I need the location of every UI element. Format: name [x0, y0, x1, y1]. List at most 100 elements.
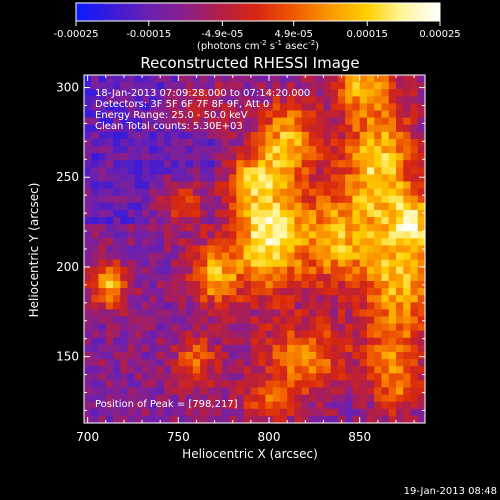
heatmap-cell [207, 295, 216, 303]
heatmap-cell [366, 131, 375, 140]
heatmap-cell [403, 337, 412, 346]
heatmap-cell [374, 408, 383, 417]
heatmap-cell [142, 202, 150, 211]
heatmap-cell [149, 330, 158, 339]
heatmap-cell [156, 288, 165, 296]
heatmap-cell [236, 103, 245, 112]
heatmap-cell [214, 82, 223, 90]
heatmap-cell [163, 380, 172, 389]
heatmap-cell [98, 351, 107, 360]
heatmap-cell [192, 124, 201, 133]
heatmap-cell [352, 401, 361, 410]
heatmap-cell [366, 295, 375, 303]
heatmap-cell [200, 138, 208, 147]
heatmap-cell [221, 124, 230, 133]
heatmap-cell [388, 245, 397, 254]
heatmap-cell [149, 408, 158, 417]
heatmap-cell [185, 273, 194, 282]
heatmap-cell [236, 238, 245, 247]
heatmap-cell [388, 415, 397, 424]
heatmap-cell [316, 124, 325, 133]
heatmap-cell [337, 160, 346, 168]
heatmap-cell [185, 174, 194, 183]
heatmap-cell [214, 89, 223, 97]
heatmap-cell [142, 75, 150, 83]
heatmap-cell [374, 280, 383, 289]
heatmap-cell [113, 280, 121, 289]
heatmap-cell [163, 209, 172, 218]
heatmap-cell [207, 217, 216, 225]
heatmap-cell [410, 408, 419, 417]
heatmap-cell [185, 224, 194, 232]
heatmap-cell [156, 373, 165, 381]
heatmap-cell [243, 238, 252, 247]
heatmap-cell [388, 89, 397, 97]
heatmap-cell [359, 302, 368, 310]
heatmap-cell [156, 96, 165, 105]
heatmap-cell [171, 295, 179, 303]
heatmap-cell [105, 259, 114, 268]
heatmap-cell [156, 401, 165, 410]
heatmap-cell [178, 252, 187, 261]
heatmap-cell [323, 174, 332, 183]
heatmap-cell [316, 117, 325, 126]
heatmap-cell [185, 202, 194, 211]
heatmap-cell [410, 238, 419, 247]
heatmap-cell [171, 259, 179, 268]
heatmap-cell [120, 394, 129, 403]
heatmap-cell [98, 103, 107, 112]
heatmap-cell [120, 309, 129, 318]
heatmap-cell [330, 188, 339, 197]
heatmap-cell [374, 138, 383, 147]
heatmap-cell [250, 138, 259, 147]
heatmap-cell [410, 359, 419, 367]
heatmap-cell [294, 209, 303, 218]
heatmap-cell [243, 124, 252, 133]
heatmap-cell [120, 323, 129, 332]
heatmap-cell [127, 181, 136, 190]
heatmap-cell [345, 138, 354, 147]
heatmap-cell [352, 146, 361, 154]
heatmap-cell [352, 110, 361, 119]
heatmap-cell [337, 330, 346, 339]
heatmap-cell [192, 103, 201, 112]
heatmap-cell [417, 174, 426, 183]
heatmap-cell [243, 245, 252, 254]
colorbar-tick-label: 4.9e-05 [274, 29, 312, 40]
heatmap-cell [98, 295, 107, 303]
heatmap-cell [417, 366, 426, 374]
heatmap-cell [178, 323, 187, 332]
heatmap-cell [98, 96, 107, 105]
heatmap-cell [301, 288, 310, 296]
heatmap-cell [142, 96, 150, 105]
heatmap-cell [214, 238, 223, 247]
heatmap-cell [221, 295, 230, 303]
heatmap-cell [134, 288, 143, 296]
heatmap-cell [192, 337, 201, 346]
heatmap-cell [192, 202, 201, 211]
heatmap-cell [337, 380, 346, 389]
heatmap-cell [84, 238, 92, 247]
heatmap-cell [185, 89, 194, 97]
heatmap-cell [345, 309, 354, 318]
heatmap-cell [272, 195, 281, 204]
heatmap-cell [163, 202, 172, 211]
heatmap-cell [192, 273, 201, 282]
heatmap-cell [308, 302, 317, 310]
heatmap-cell [374, 238, 383, 247]
heatmap-cell [134, 415, 143, 424]
heatmap-cell [192, 394, 201, 403]
heatmap-cell [84, 89, 92, 97]
heatmap-cell [337, 202, 346, 211]
heatmap-cell [229, 131, 237, 140]
heatmap-cell [308, 245, 317, 254]
heatmap-cell [265, 160, 274, 168]
heatmap-cell [265, 323, 274, 332]
heatmap-cell [272, 146, 281, 154]
heatmap-cell [91, 415, 100, 424]
heatmap-cell [120, 160, 129, 168]
heatmap-cell [163, 252, 172, 261]
heatmap-cell [120, 366, 129, 374]
heatmap-cell [207, 153, 216, 161]
heatmap-cell [149, 103, 158, 112]
